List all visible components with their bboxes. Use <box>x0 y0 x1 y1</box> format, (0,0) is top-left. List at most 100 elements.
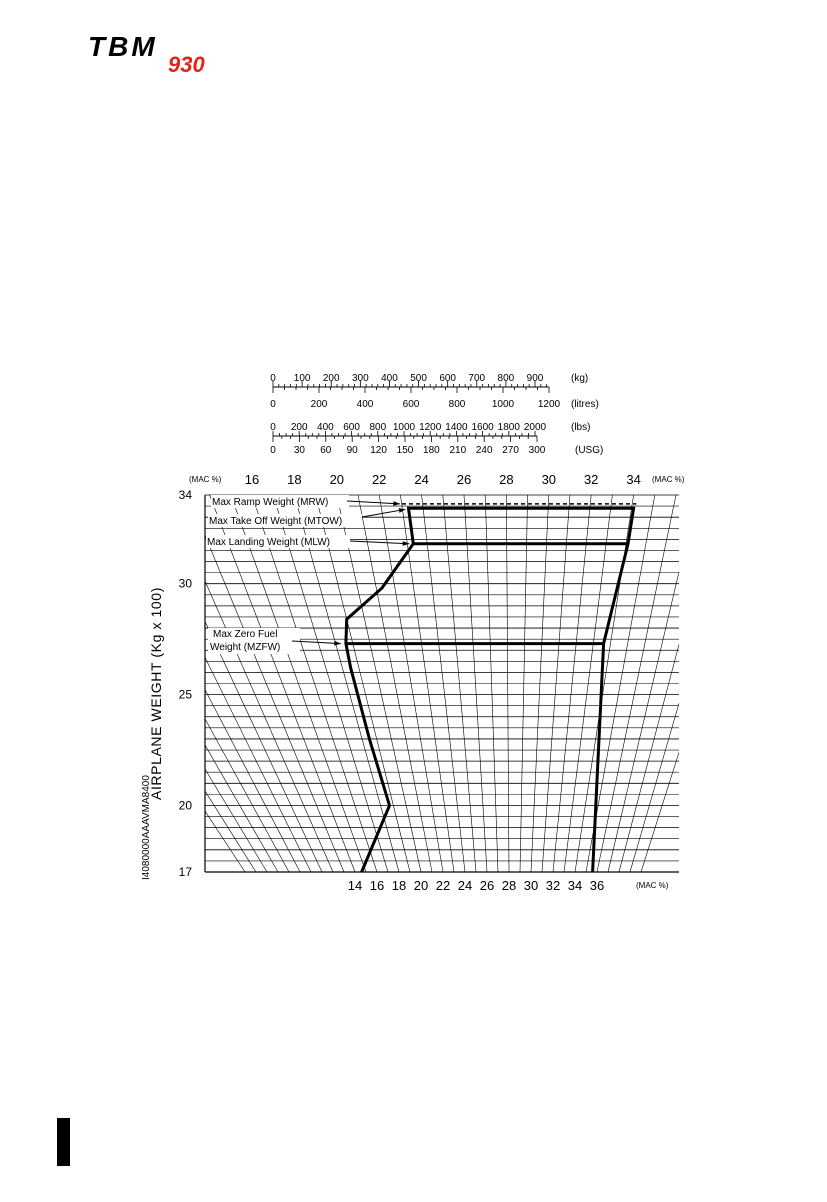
top-mac-tick-label: 18 <box>287 472 301 487</box>
mzfw-label-line1: Max Zero Fuel <box>213 629 277 640</box>
usg-tick-label: 210 <box>449 445 466 456</box>
mac-gridline <box>541 494 571 873</box>
kg-tick-label: 600 <box>439 373 456 384</box>
mac-gridline <box>315 494 411 873</box>
mrw-arrow <box>346 500 400 505</box>
bottom-mac-tick-label: 16 <box>370 878 384 893</box>
litre-tick-label: 600 <box>403 399 420 410</box>
mac-gridline <box>272 494 389 873</box>
top-mac-tick-label: 28 <box>499 472 513 487</box>
kg-tick-label: 0 <box>270 373 276 384</box>
kg-tick-label: 400 <box>381 373 398 384</box>
lbs-tick-label: 200 <box>291 422 308 433</box>
mtow-arrow-head <box>398 508 406 513</box>
mac-gridline <box>204 768 268 873</box>
chart-labels: AIRPLANE WEIGHT (Kg x 100) I4080000AAAVM… <box>141 472 685 893</box>
y-tick-label: 20 <box>179 798 193 812</box>
mac-gridline <box>400 494 455 873</box>
y-tick-label: 17 <box>179 865 193 879</box>
mac-gridline <box>378 494 444 873</box>
mac-unit-top-right: (MAC %) <box>652 475 685 484</box>
mac-gridline <box>336 494 422 873</box>
lbs-tick-label: 1000 <box>393 422 416 433</box>
mac-gridline <box>463 494 488 873</box>
mac-gridline <box>251 494 378 873</box>
mac-gridline <box>421 494 466 873</box>
mac-gridline <box>209 494 356 873</box>
mac-gridline <box>357 494 433 873</box>
mtow-label: Max Take Off Weight (MTOW) <box>209 516 342 527</box>
usg-tick-label: 60 <box>320 445 332 456</box>
bottom-mac-tick-label: 26 <box>480 878 494 893</box>
mac-gridline <box>519 494 528 873</box>
litre-tick-label: 200 <box>311 399 328 410</box>
usg-tick-label: 300 <box>529 445 546 456</box>
mac-gridline <box>204 790 257 873</box>
top-mac-tick-label: 20 <box>330 472 344 487</box>
lbs-unit: (lbs) <box>571 422 590 433</box>
lbs-tick-label: 800 <box>369 422 386 433</box>
y-tick-label: 30 <box>179 577 193 591</box>
mac-gridline <box>585 494 656 873</box>
mtow-arrow <box>361 508 406 518</box>
label-background <box>208 514 362 527</box>
lbs-tick-label: 400 <box>317 422 334 433</box>
page-edge-bar <box>57 1118 70 1166</box>
fuel-conversion-scales: 0 100 200 300 400 500 600 700 800 900 (kg)0 200 400 6… <box>270 373 603 456</box>
bottom-mac-tick-label: 24 <box>458 878 472 893</box>
mzfw-arrow <box>291 640 341 645</box>
mac-gridline <box>204 535 345 873</box>
mac-gridline <box>640 752 680 873</box>
mlw-arrow <box>349 540 410 545</box>
mlw-label: Max Landing Weight (MLW) <box>207 537 330 548</box>
litre-tick-label: 400 <box>357 399 374 410</box>
lbs-tick-label: 600 <box>343 422 360 433</box>
usg-tick-label: 150 <box>397 445 414 456</box>
top-mac-tick-label: 16 <box>245 472 259 487</box>
litre-tick-label: 1200 <box>538 399 561 410</box>
lbs-tick-label: 1200 <box>419 422 442 433</box>
usg-tick-label: 270 <box>502 445 519 456</box>
usg-tick-label: 90 <box>347 445 359 456</box>
chart-grid <box>204 494 680 873</box>
mac-gridline <box>204 689 301 873</box>
mac-gridline <box>563 494 613 873</box>
mac-gridline <box>204 744 279 873</box>
mac-gridline <box>530 494 550 873</box>
kg-tick-label: 700 <box>468 373 485 384</box>
y-axis-label: AIRPLANE WEIGHT (Kg x 100) <box>148 587 164 800</box>
usg-tick-label: 240 <box>476 445 493 456</box>
logo-model-text: 930 <box>168 52 205 74</box>
top-mac-tick-label: 32 <box>584 472 598 487</box>
mrw-label: Max Ramp Weight (MRW) <box>212 497 328 508</box>
mac-gridline <box>204 718 290 873</box>
mrw-arrow-head <box>393 501 400 506</box>
litre-tick-label: 0 <box>270 399 276 410</box>
mac-gridline <box>204 810 246 873</box>
kg-tick-label: 800 <box>498 373 515 384</box>
label-background <box>208 628 300 654</box>
mac-gridline <box>506 494 510 873</box>
mac-gridline <box>294 494 400 873</box>
kg-tick-label: 100 <box>294 373 311 384</box>
mac-gridline <box>596 494 677 873</box>
mac-gridline <box>618 644 680 873</box>
mzfw-label-line2: Weight (MZFW) <box>210 642 280 653</box>
usg-tick-label: 30 <box>294 445 306 456</box>
tbm-930-logo: TBM 930 <box>88 32 205 74</box>
top-mac-tick-label: 22 <box>372 472 386 487</box>
mac-unit-top-left: (MAC %) <box>189 475 222 484</box>
logo-tbm-text: TBM <box>88 32 158 62</box>
label-background <box>211 495 349 508</box>
lbs-tick-label: 1800 <box>498 422 521 433</box>
bottom-mac-tick-label: 32 <box>546 878 560 893</box>
mac-gridline <box>484 494 499 873</box>
mac-gridline <box>204 657 312 873</box>
kg-tick-label: 200 <box>323 373 340 384</box>
bottom-mac-tick-label: 20 <box>414 878 428 893</box>
kg-tick-label: 900 <box>527 373 544 384</box>
litre-unit: (litres) <box>571 399 599 410</box>
top-mac-tick-label: 34 <box>626 472 640 487</box>
top-mac-tick-label: 24 <box>414 472 428 487</box>
